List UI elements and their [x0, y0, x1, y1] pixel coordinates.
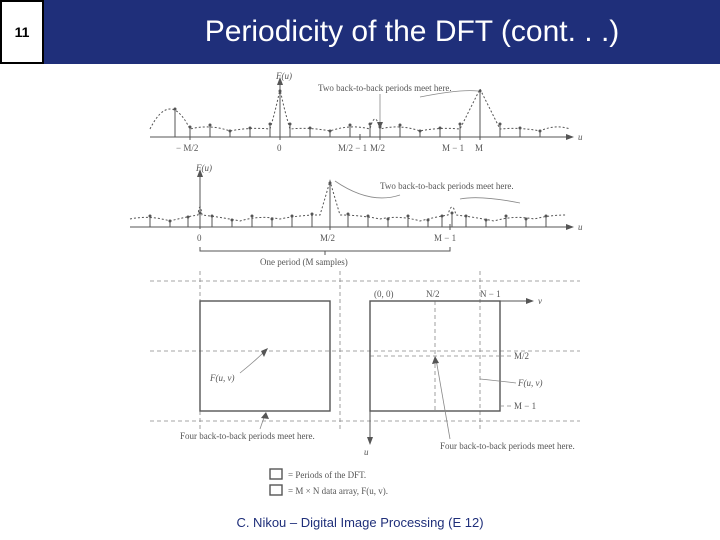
top-annotation: Two back-to-back periods meet here. — [318, 83, 452, 93]
legend-array: = M × N data array, F(u, v). — [288, 486, 388, 496]
svg-text:M/2: M/2 — [514, 351, 529, 361]
svg-text:N/2: N/2 — [426, 289, 440, 299]
svg-text:− M/2: − M/2 — [176, 143, 198, 153]
svg-text:M − 1: M − 1 — [442, 143, 464, 153]
mid-ylabel: F(u) — [195, 163, 212, 173]
svg-text:(0, 0): (0, 0) — [374, 289, 394, 299]
top-samples — [174, 90, 542, 138]
svg-text:u: u — [578, 222, 583, 232]
slide-title: Periodicity of the DFT (cont. . .) — [44, 0, 720, 64]
mid-brace-label: One period (M samples) — [260, 257, 348, 267]
bottom-annot-left: Four back-to-back periods meet here. — [180, 431, 315, 441]
bottom-diagram: v u (0, 0) N/2 N − 1 M/2 M − 1 F(u, v) F… — [150, 271, 580, 457]
svg-text:F(u, v): F(u, v) — [517, 378, 543, 388]
svg-text:0: 0 — [197, 233, 202, 243]
mid-annotation: Two back-to-back periods meet here. — [380, 181, 514, 191]
slide-content: F(u) u − M/2 0 M/2 − 1 M/2 M − 1 M — [0, 64, 720, 504]
top-plot: F(u) u − M/2 0 M/2 − 1 M/2 M − 1 M — [150, 71, 583, 153]
left-fuv-label: F(u, v) — [209, 373, 235, 383]
page-number: 11 — [15, 24, 30, 40]
svg-text:u: u — [364, 447, 369, 457]
bottom-annot-right: Four back-to-back periods meet here. — [440, 441, 575, 451]
svg-text:N − 1: N − 1 — [480, 289, 501, 299]
top-ylabel: F(u) — [275, 71, 292, 81]
figure-svg: F(u) u − M/2 0 M/2 − 1 M/2 M − 1 M — [80, 69, 640, 499]
svg-text:0: 0 — [277, 143, 282, 153]
page-number-box: 11 — [0, 0, 44, 64]
legend-periods: = Periods of the DFT. — [288, 470, 366, 480]
svg-text:v: v — [538, 296, 542, 306]
svg-text:M − 1: M − 1 — [514, 401, 536, 411]
svg-text:M/2 − 1: M/2 − 1 — [338, 143, 367, 153]
svg-text:M: M — [475, 143, 483, 153]
footer-text: C. Nikou – Digital Image Processing (E 1… — [236, 515, 483, 530]
mid-plot: F(u) u 0 M/2 M − 1 — [130, 163, 583, 267]
slide-header: 11 Periodicity of the DFT (cont. . .) — [0, 0, 720, 64]
svg-text:M/2: M/2 — [320, 233, 335, 243]
svg-text:M − 1: M − 1 — [434, 233, 456, 243]
figure-legend: = Periods of the DFT. = M × N data array… — [270, 469, 388, 496]
svg-text:u: u — [578, 132, 583, 142]
slide-footer: C. Nikou – Digital Image Processing (E 1… — [0, 504, 720, 540]
svg-text:M/2: M/2 — [370, 143, 385, 153]
dft-periodicity-figure: F(u) u − M/2 0 M/2 − 1 M/2 M − 1 M — [80, 69, 640, 499]
